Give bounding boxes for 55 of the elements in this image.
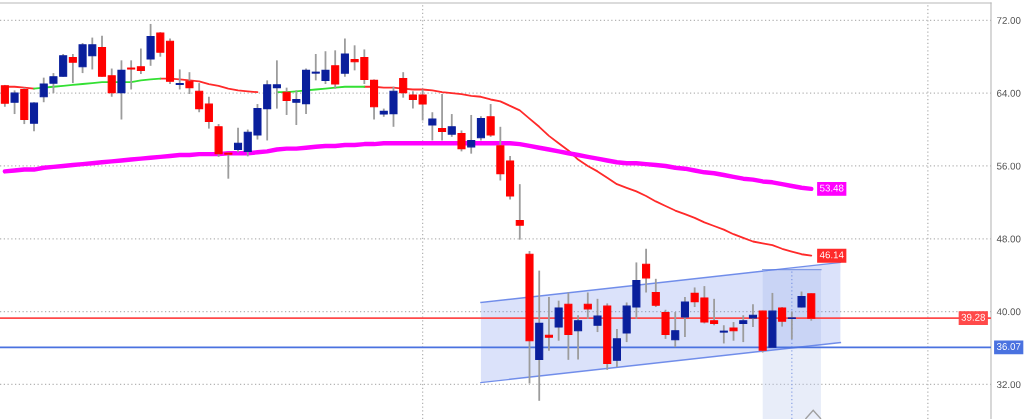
candlestick xyxy=(739,314,748,343)
y-tick-label: 72.00 xyxy=(997,17,1021,24)
candlestick xyxy=(748,303,758,328)
candlestick xyxy=(476,115,485,142)
candlestick xyxy=(661,308,670,340)
y-tick-label: 64.00 xyxy=(997,89,1021,97)
data-label: 46.14 xyxy=(819,251,844,259)
candlestick xyxy=(233,126,243,154)
data-label: 53.48 xyxy=(819,184,844,192)
candlestick xyxy=(10,89,19,115)
candlestick xyxy=(136,47,145,75)
candlestick xyxy=(107,67,116,98)
candlestick xyxy=(438,93,447,142)
candlestick xyxy=(612,327,621,369)
candlestick xyxy=(428,111,437,142)
candlestick xyxy=(127,59,136,91)
candlestick xyxy=(340,37,349,78)
candlestick xyxy=(778,306,787,328)
candlestick xyxy=(486,103,495,138)
candlestick xyxy=(593,297,602,333)
candlestick xyxy=(282,86,291,116)
candlestick xyxy=(787,310,796,341)
y-tick-label: 56.00 xyxy=(996,162,1021,170)
candlestick xyxy=(719,324,728,345)
candlestick xyxy=(544,296,553,352)
ref-line-label: 36.07 xyxy=(996,343,1021,350)
candlestick xyxy=(457,129,466,153)
candlestick xyxy=(467,114,476,155)
candlestick xyxy=(680,296,690,338)
candlestick xyxy=(583,291,592,320)
candlestick xyxy=(554,299,563,342)
candlestick xyxy=(331,49,340,90)
candlestick xyxy=(146,23,155,67)
candlestick xyxy=(651,277,660,308)
candlestick xyxy=(515,183,524,241)
candlestick xyxy=(729,321,738,342)
candlestick xyxy=(29,101,39,133)
candlestick xyxy=(671,311,680,348)
candlestick xyxy=(117,59,126,121)
ref-line-label: 39.28 xyxy=(961,313,986,321)
candlestick xyxy=(204,95,213,130)
candlestick xyxy=(292,89,301,126)
candlestick xyxy=(156,31,165,58)
candlestick xyxy=(175,68,184,91)
candlestick xyxy=(574,314,583,361)
y-tick-label: 40.00 xyxy=(996,308,1021,316)
candlestick xyxy=(642,247,651,294)
candlestick xyxy=(68,53,77,85)
candlestick xyxy=(185,71,194,95)
y-tick-label: 48.00 xyxy=(996,235,1021,243)
candlestick xyxy=(195,82,204,114)
candlestick xyxy=(272,59,281,110)
candlestick xyxy=(447,113,456,138)
y-tick-label: 32.00 xyxy=(996,381,1021,389)
candlestick xyxy=(399,71,408,99)
